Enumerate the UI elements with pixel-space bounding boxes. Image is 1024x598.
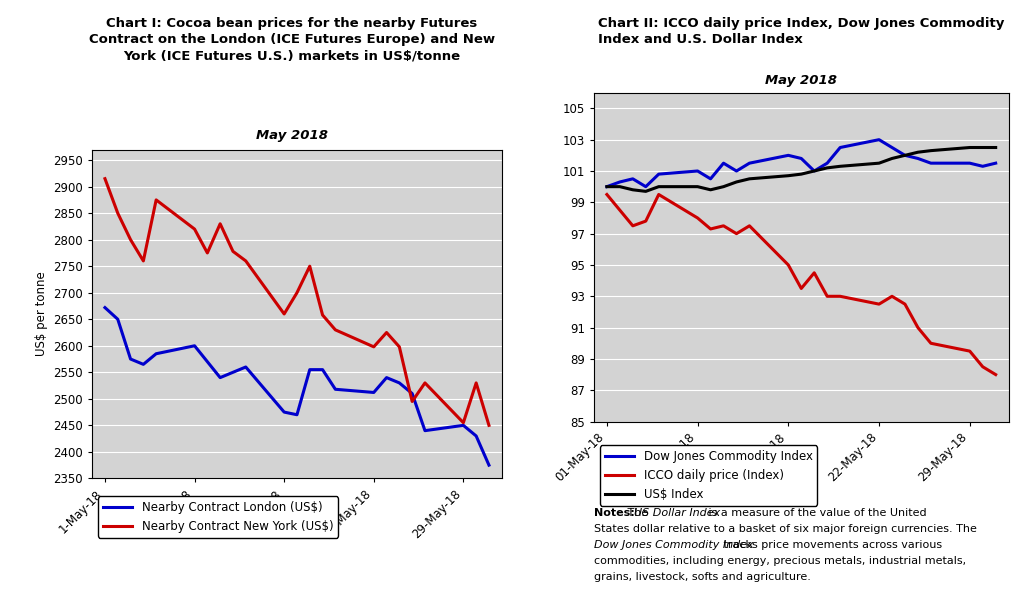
Text: tracks price movements across various: tracks price movements across various <box>721 540 942 550</box>
Text: Notes:: Notes: <box>594 508 635 518</box>
Legend: Nearby Contract London (US$), Nearby Contract New York (US$): Nearby Contract London (US$), Nearby Con… <box>98 496 338 538</box>
Text: May 2018: May 2018 <box>765 74 837 87</box>
Y-axis label: US$ per tonne: US$ per tonne <box>35 271 48 356</box>
Text: Chart II: ICCO daily price Index, Dow Jones Commodity
Index and U.S. Dollar Inde: Chart II: ICCO daily price Index, Dow Jo… <box>598 17 1004 46</box>
Text: US Dollar Index: US Dollar Index <box>634 508 721 518</box>
Text: is a measure of the value of the United: is a measure of the value of the United <box>705 508 927 518</box>
Text: Dow Jones Commodity Index: Dow Jones Commodity Index <box>594 540 754 550</box>
Legend: Dow Jones Commodity Index, ICCO daily price (Index), US$ Index: Dow Jones Commodity Index, ICCO daily pr… <box>600 446 817 506</box>
Text: grains, livestock, softs and agriculture.: grains, livestock, softs and agriculture… <box>594 572 811 582</box>
Text: The: The <box>624 508 651 518</box>
Text: States dollar relative to a basket of six major foreign currencies. The: States dollar relative to a basket of si… <box>594 524 977 534</box>
Text: Chart I: Cocoa bean prices for the nearby Futures
Contract on the London (ICE Fu: Chart I: Cocoa bean prices for the nearb… <box>89 17 495 63</box>
Text: May 2018: May 2018 <box>256 129 328 142</box>
Text: commodities, including energy, precious metals, industrial metals,: commodities, including energy, precious … <box>594 556 966 566</box>
